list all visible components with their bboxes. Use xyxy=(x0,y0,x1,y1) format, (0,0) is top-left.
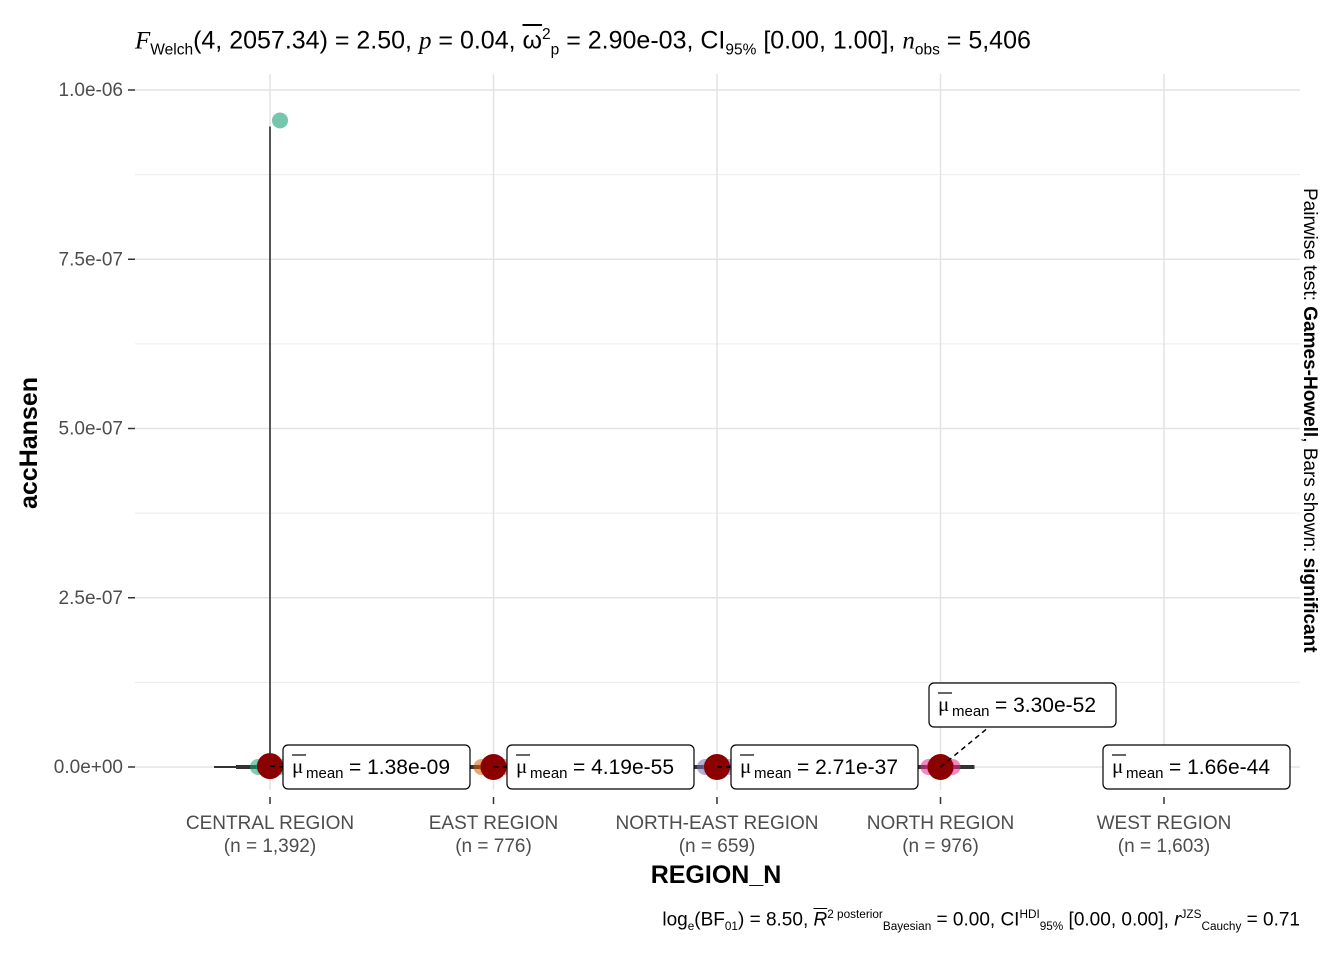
chart-title: FWelch(4, 2057.34) = 2.50, p = 0.04, ω2p… xyxy=(135,26,1031,59)
mean-label: μ mean = 4.19e-55 xyxy=(506,744,695,790)
hdi-sub: 95% xyxy=(1039,920,1064,934)
caption-middle: , Bars shown: xyxy=(1299,437,1320,558)
r2-symbol: R xyxy=(813,909,828,931)
n-symbol: n xyxy=(902,27,915,55)
rc-symbol: r xyxy=(1174,909,1181,931)
mean-label-sub: mean xyxy=(1126,765,1164,782)
mean-label-sub: mean xyxy=(754,765,792,782)
stat-value: = 2.50, xyxy=(327,26,419,55)
p-symbol: p xyxy=(418,27,432,55)
mean-label: μ mean = 3.30e-52 xyxy=(928,682,1117,728)
chart-caption: Pairwise test: Games-Howell, Bars shown:… xyxy=(1296,188,1320,700)
y-tick-label: 5.0e-07 xyxy=(59,419,123,440)
x-tick-label: NORTH-EAST REGION xyxy=(615,813,818,834)
mean-label-symbol: μ xyxy=(292,754,303,778)
x-axis-title: REGION_N xyxy=(651,861,782,889)
y-axis-title: accHansen xyxy=(15,377,43,509)
omega-value: = 2.90e-03, CI xyxy=(559,26,726,55)
mean-label-value: = 1.38e-09 xyxy=(349,756,450,779)
mean-label-value: = 4.19e-55 xyxy=(573,756,674,779)
rc-sub: Cauchy xyxy=(1201,920,1242,934)
mean-label-sub: mean xyxy=(952,703,990,720)
omega-symbol: ω xyxy=(522,26,543,55)
omega-sup: 2 xyxy=(542,26,551,43)
mean-label-value: = 3.30e-52 xyxy=(995,694,1096,717)
caption-bars: significant xyxy=(1299,557,1320,653)
p-value: = 0.04, xyxy=(431,26,523,55)
hdi-sup: HDI xyxy=(1019,908,1040,921)
ci-sub: 95% xyxy=(725,41,757,59)
mean-label-box xyxy=(1102,744,1291,790)
mean-label-value: = 1.66e-44 xyxy=(1169,756,1270,779)
mean-label-symbol: μ xyxy=(516,754,527,778)
mean-label-symbol: μ xyxy=(740,754,751,778)
df: (4, 2057.34) xyxy=(193,26,328,55)
y-tick-label: 7.5e-07 xyxy=(59,249,123,270)
mean-label: μ mean = 1.38e-09 xyxy=(282,744,471,790)
mean-label-sub: mean xyxy=(306,765,344,782)
y-tick-label: 2.5e-07 xyxy=(59,588,123,609)
r2-value: = 0.00, CI xyxy=(931,909,1020,931)
outlier-point xyxy=(272,112,288,129)
mean-label-box xyxy=(730,744,919,790)
r2-sup: 2 posterior xyxy=(827,908,883,921)
mean-labels: μ mean = 1.38e-09 μ mean = 4.19e-55 μ mean = … xyxy=(269,682,1291,790)
caption-prefix: Pairwise test: xyxy=(1299,188,1320,307)
x-tick-count: (n = 659) xyxy=(679,836,756,857)
x-tick-label: CENTRAL REGION xyxy=(186,813,354,834)
hdi-value: [0.00, 0.00], xyxy=(1063,909,1175,931)
x-tick-label: WEST REGION xyxy=(1097,813,1232,834)
rc-sup: JZS xyxy=(1180,908,1202,921)
ci-value: [0.00, 1.00], xyxy=(756,26,903,55)
bf-sub: 01 xyxy=(724,920,738,934)
stat-sub: Welch xyxy=(150,41,194,59)
chart-subtitle: loge(BF01) = 8.50, R2 posteriorBayesian … xyxy=(662,908,1300,933)
x-tick-count: (n = 976) xyxy=(902,836,979,857)
mean-label-box xyxy=(506,744,695,790)
bf-value: ) = 8.50, xyxy=(737,909,814,931)
x-tick-label: EAST REGION xyxy=(429,813,559,834)
caption-test: Games-Howell xyxy=(1299,306,1320,438)
y-tick-label: 0.0e+00 xyxy=(54,757,123,778)
stat-symbol: F xyxy=(135,27,151,55)
omega-sub: p xyxy=(550,41,560,59)
log-symbol: log xyxy=(662,909,688,931)
mean-label-symbol: μ xyxy=(938,692,949,716)
mean-label: μ mean = 2.71e-37 xyxy=(730,744,919,790)
bf-symbol: (BF xyxy=(694,909,725,931)
mean-label-sub: mean xyxy=(530,765,568,782)
mean-label-box xyxy=(282,744,471,790)
mean-label-value: = 2.71e-37 xyxy=(797,756,898,779)
mean-label-box xyxy=(928,682,1117,728)
label-connector xyxy=(940,726,990,768)
r2-sub: Bayesian xyxy=(882,920,932,934)
n-sub: obs xyxy=(914,41,940,59)
x-tick-label: NORTH REGION xyxy=(867,813,1014,834)
x-axis: CENTRAL REGION(n = 1,392)EAST REGION(n =… xyxy=(186,797,1232,857)
x-tick-count: (n = 776) xyxy=(455,836,532,857)
y-axis: 0.0e+00 2.5e-07 5.0e-07 7.5e-07 1.0e-06 xyxy=(54,80,135,778)
label-connector xyxy=(269,765,284,768)
log-sub: e xyxy=(687,920,695,934)
x-tick-count: (n = 1,603) xyxy=(1118,836,1210,857)
mean-label: μ mean = 1.66e-44 xyxy=(1102,744,1291,790)
mean-label-symbol: μ xyxy=(1112,754,1123,778)
data-marks xyxy=(214,112,975,780)
rc-value: = 0.71 xyxy=(1241,909,1300,931)
y-tick-label: 1.0e-06 xyxy=(59,80,123,101)
n-value: = 5,406 xyxy=(939,26,1031,55)
x-tick-count: (n = 1,392) xyxy=(224,836,316,857)
